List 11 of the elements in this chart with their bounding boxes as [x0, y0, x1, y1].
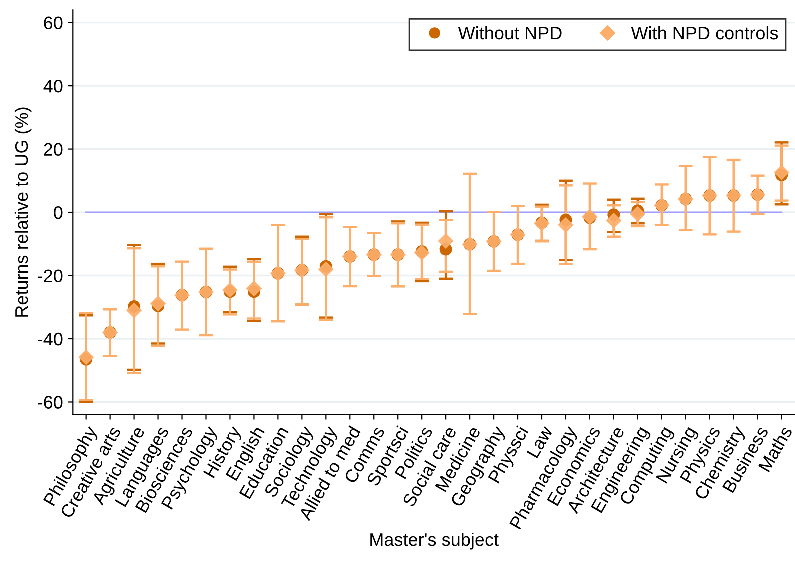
y-tick-label: 40 — [44, 80, 63, 93]
y-tick-label: -20 — [38, 270, 63, 282]
y-tick-label: -60 — [38, 396, 63, 409]
y-tick-label: 0 — [54, 206, 63, 220]
x-axis-title: Master's subject — [370, 532, 499, 550]
y-tick-label: -40 — [38, 332, 63, 346]
legend-label: Without NPD — [458, 26, 562, 40]
legend-label: With NPD controls — [631, 26, 778, 40]
y-tick-label: 60 — [44, 16, 63, 30]
y-tick-label: 20 — [44, 143, 63, 156]
y-axis-title: Returns relative to UG (%) — [14, 108, 32, 317]
